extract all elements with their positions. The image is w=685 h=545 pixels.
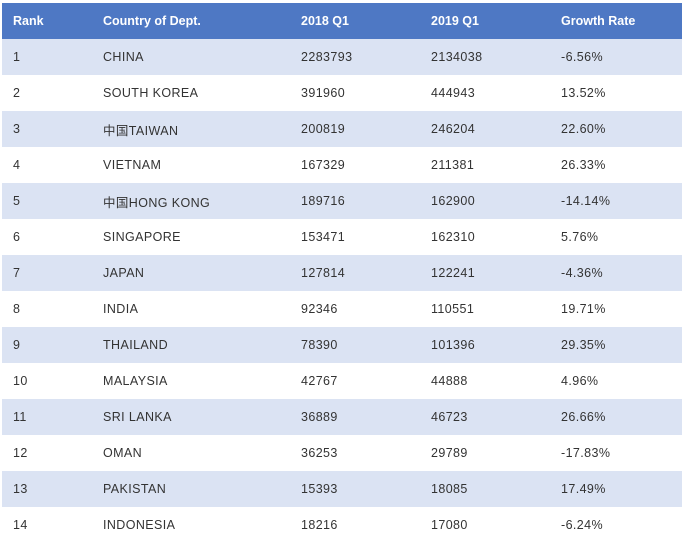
cell-growth-rate: 26.33% <box>561 158 606 172</box>
cell-country: SRI LANKA <box>103 410 172 424</box>
cell-growth-rate: 29.35% <box>561 338 606 352</box>
header-growth-rate: Growth Rate <box>561 14 636 28</box>
cell-2019-q1: 18085 <box>431 482 468 496</box>
cell-2018-q1: 36253 <box>301 446 338 460</box>
cell-country: SINGAPORE <box>103 230 181 244</box>
cell-2019-q1: 46723 <box>431 410 468 424</box>
cell-growth-rate: -6.56% <box>561 50 604 64</box>
cell-country: 中国TAIWAN <box>103 123 179 138</box>
cell-2019-q1: 44888 <box>431 374 468 388</box>
cell-2019-q1: 162310 <box>431 230 476 244</box>
cell-rank: 13 <box>13 482 28 496</box>
cell-2019-q1: 17080 <box>431 518 468 532</box>
cell-rank: 4 <box>13 158 21 172</box>
header-2018-q1: 2018 Q1 <box>301 14 349 28</box>
table-row: 7 JAPAN 127814 122241 -4.36% <box>2 255 682 291</box>
cell-rank: 8 <box>13 302 21 316</box>
cell-2019-q1: 162900 <box>431 194 476 208</box>
cell-2018-q1: 36889 <box>301 410 338 424</box>
cell-2018-q1: 200819 <box>301 122 346 136</box>
ranking-table: Rank Country of Dept. 2018 Q1 2019 Q1 Gr… <box>2 3 682 543</box>
cell-country: INDONESIA <box>103 518 176 532</box>
cell-rank: 1 <box>13 50 21 64</box>
table-row: 1 CHINA 2283793 2134038 -6.56% <box>2 39 682 75</box>
cell-2018-q1: 78390 <box>301 338 338 352</box>
cell-rank: 12 <box>13 446 28 460</box>
cell-2018-q1: 153471 <box>301 230 346 244</box>
cell-growth-rate: 5.76% <box>561 230 599 244</box>
cell-2019-q1: 211381 <box>431 158 475 172</box>
table-row: 6 SINGAPORE 153471 162310 5.76% <box>2 219 682 255</box>
cell-country: VIETNAM <box>103 158 162 172</box>
cell-growth-rate: 17.49% <box>561 482 606 496</box>
table-row: 4 VIETNAM 167329 211381 26.33% <box>2 147 682 183</box>
cell-growth-rate: 22.60% <box>561 122 606 136</box>
cell-2018-q1: 15393 <box>301 482 338 496</box>
cell-2018-q1: 2283793 <box>301 50 353 64</box>
cell-2018-q1: 189716 <box>301 194 346 208</box>
table-header: Rank Country of Dept. 2018 Q1 2019 Q1 Gr… <box>2 3 682 39</box>
cell-2018-q1: 92346 <box>301 302 338 316</box>
cell-rank: 3 <box>13 122 21 136</box>
table-row: 2 SOUTH KOREA 391960 444943 13.52% <box>2 75 682 111</box>
cell-growth-rate: -17.83% <box>561 446 611 460</box>
cell-growth-rate: 4.96% <box>561 374 599 388</box>
table-row: 8 INDIA 92346 110551 19.71% <box>2 291 682 327</box>
table-body: 1 CHINA 2283793 2134038 -6.56% 2 SOUTH KOREA 39… <box>2 39 682 543</box>
cell-rank: 9 <box>13 338 21 352</box>
cell-2019-q1: 444943 <box>431 86 476 100</box>
cell-2018-q1: 42767 <box>301 374 338 388</box>
cell-country: CHINA <box>103 50 144 64</box>
table-row: 13 PAKISTAN 15393 18085 17.49% <box>2 471 682 507</box>
table-row: 12 OMAN 36253 29789 -17.83% <box>2 435 682 471</box>
cell-country: THAILAND <box>103 338 169 352</box>
cell-2019-q1: 122241 <box>431 266 476 280</box>
cell-2019-q1: 29789 <box>431 446 468 460</box>
table-row: 11 SRI LANKA 36889 46723 26.66% <box>2 399 682 435</box>
table-row: 9 THAILAND 78390 101396 29.35% <box>2 327 682 363</box>
cell-2018-q1: 127814 <box>301 266 346 280</box>
cell-growth-rate: 19.71% <box>561 302 606 316</box>
cell-rank: 5 <box>13 194 21 208</box>
cell-rank: 14 <box>13 518 28 532</box>
table-row: 5 中国HONG KONG 189716 162900 -14.14% <box>2 183 682 219</box>
cell-2019-q1: 110551 <box>431 302 475 316</box>
cell-country: SOUTH KOREA <box>103 86 199 100</box>
cell-2019-q1: 101396 <box>431 338 476 352</box>
cell-country: INDIA <box>103 302 139 316</box>
table-row: 10 MALAYSIA 42767 44888 4.96% <box>2 363 682 399</box>
cell-country: MALAYSIA <box>103 374 168 388</box>
cell-rank: 6 <box>13 230 21 244</box>
header-2019-q1: 2019 Q1 <box>431 14 479 28</box>
cell-2018-q1: 18216 <box>301 518 338 532</box>
cell-rank: 10 <box>13 374 28 388</box>
cell-country: OMAN <box>103 446 143 460</box>
cell-country: JAPAN <box>103 266 145 280</box>
cell-country: PAKISTAN <box>103 482 167 496</box>
cell-growth-rate: 13.52% <box>561 86 606 100</box>
cell-country: 中国HONG KONG <box>103 195 211 210</box>
cell-2019-q1: 2134038 <box>431 50 483 64</box>
header-country: Country of Dept. <box>103 14 201 28</box>
cell-growth-rate: -4.36% <box>561 266 604 280</box>
cell-growth-rate: 26.66% <box>561 410 606 424</box>
cell-growth-rate: -6.24% <box>561 518 604 532</box>
header-rank: Rank <box>13 14 44 28</box>
cell-rank: 7 <box>13 266 21 280</box>
cell-2018-q1: 167329 <box>301 158 346 172</box>
table-row: 14 INDONESIA 18216 17080 -6.24% <box>2 507 682 543</box>
table-row: 3 中国TAIWAN 200819 246204 22.60% <box>2 111 682 147</box>
cell-2018-q1: 391960 <box>301 86 346 100</box>
cell-2019-q1: 246204 <box>431 122 476 136</box>
cell-rank: 2 <box>13 86 21 100</box>
cell-rank: 11 <box>13 410 27 424</box>
cell-growth-rate: -14.14% <box>561 194 611 208</box>
header-row: Rank Country of Dept. 2018 Q1 2019 Q1 Gr… <box>2 3 682 39</box>
